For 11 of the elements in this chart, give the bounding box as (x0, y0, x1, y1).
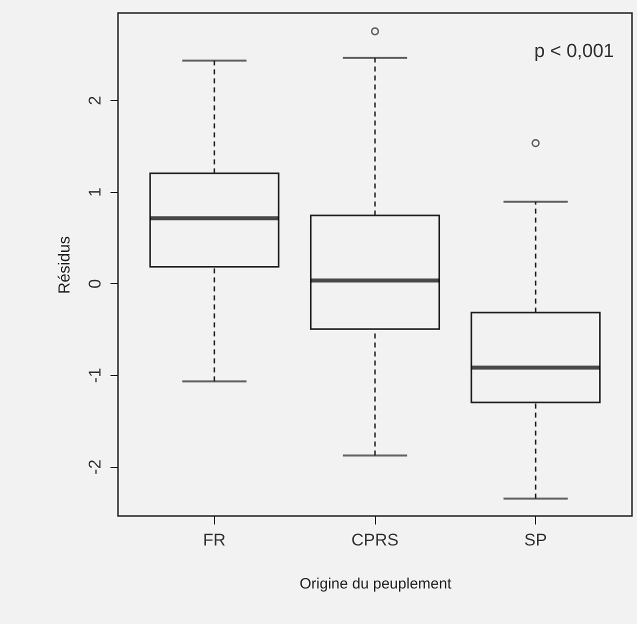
y-tick-label: -1 (86, 368, 104, 383)
y-tick-label: 0 (86, 279, 104, 289)
x-tick-label: CPRS (351, 530, 399, 550)
x-tick-label: FR (203, 530, 226, 550)
y-tick-label: -2 (86, 459, 104, 475)
y-tick-label: 1 (86, 187, 104, 197)
y-axis-title: Résidus (56, 236, 74, 294)
y-tick-label: 2 (86, 96, 104, 106)
x-axis-title: Origine du peuplement (300, 576, 452, 592)
annotation: p < 0,001 (534, 41, 614, 62)
x-tick-label: SP (524, 530, 547, 550)
